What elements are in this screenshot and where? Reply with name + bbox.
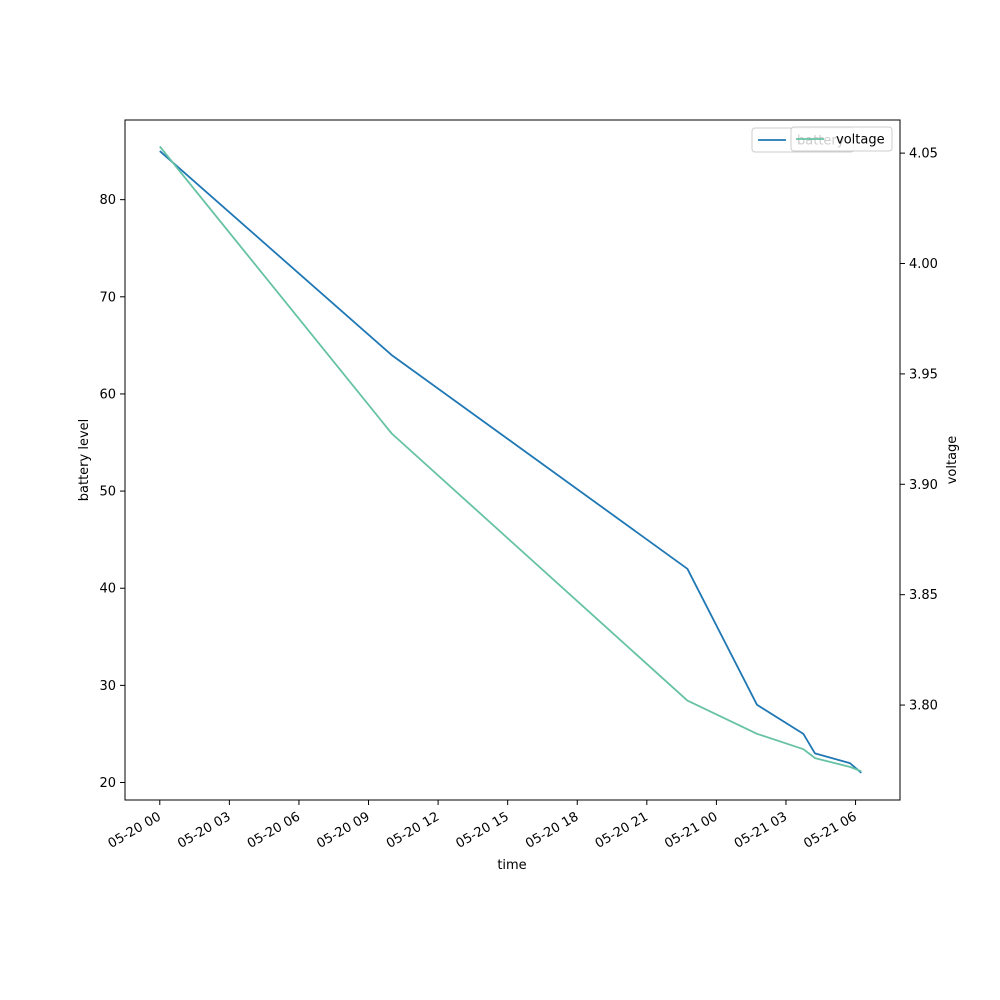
- series-line-voltage: [159, 145, 862, 773]
- legend-voltage-label: voltage: [836, 133, 885, 148]
- x-tick-label-8: 05-21 00: [662, 809, 720, 851]
- y2-tick-label-1: 3.85: [909, 588, 938, 603]
- y-tick-label-2: 40: [99, 582, 116, 597]
- y-axis-label: battery level: [77, 419, 92, 502]
- x-tick-label-6: 05-20 18: [523, 809, 581, 851]
- x-tick-label-5: 05-20 15: [454, 809, 512, 851]
- plot-frame: [124, 119, 901, 801]
- y-tick-label-5: 70: [99, 290, 116, 305]
- y-tick-label-1: 30: [99, 679, 116, 694]
- y-tick-label-0: 20: [99, 776, 116, 791]
- x-tick-label-3: 05-20 09: [314, 809, 372, 851]
- x-axis-label: time: [497, 858, 526, 873]
- y-tick-label-4: 60: [99, 387, 116, 402]
- y2-tick-label-5: 4.05: [909, 147, 938, 162]
- x-tick-label-0: 05-20 00: [106, 809, 164, 851]
- y2-tick-label-2: 3.90: [909, 478, 938, 493]
- y2-tick-label-4: 4.00: [909, 257, 938, 272]
- x-tick-label-2: 05-20 06: [245, 809, 303, 851]
- series-line-battery: [159, 150, 862, 774]
- x-tick-label-4: 05-20 12: [384, 809, 442, 851]
- x-tick-label-1: 05-20 03: [175, 809, 233, 851]
- x-tick-label-9: 05-21 03: [732, 809, 790, 851]
- y2-tick-label-3: 3.95: [909, 367, 938, 382]
- y-tick-label-6: 80: [99, 193, 116, 208]
- y2-tick-label-0: 3.80: [909, 699, 938, 714]
- y-tick-label-3: 50: [99, 485, 116, 500]
- legend-voltage: voltage: [790, 126, 893, 152]
- y2-axis-label: voltage: [945, 436, 960, 485]
- x-tick-label-10: 05-21 06: [801, 809, 859, 851]
- x-tick-label-7: 05-20 21: [593, 809, 651, 851]
